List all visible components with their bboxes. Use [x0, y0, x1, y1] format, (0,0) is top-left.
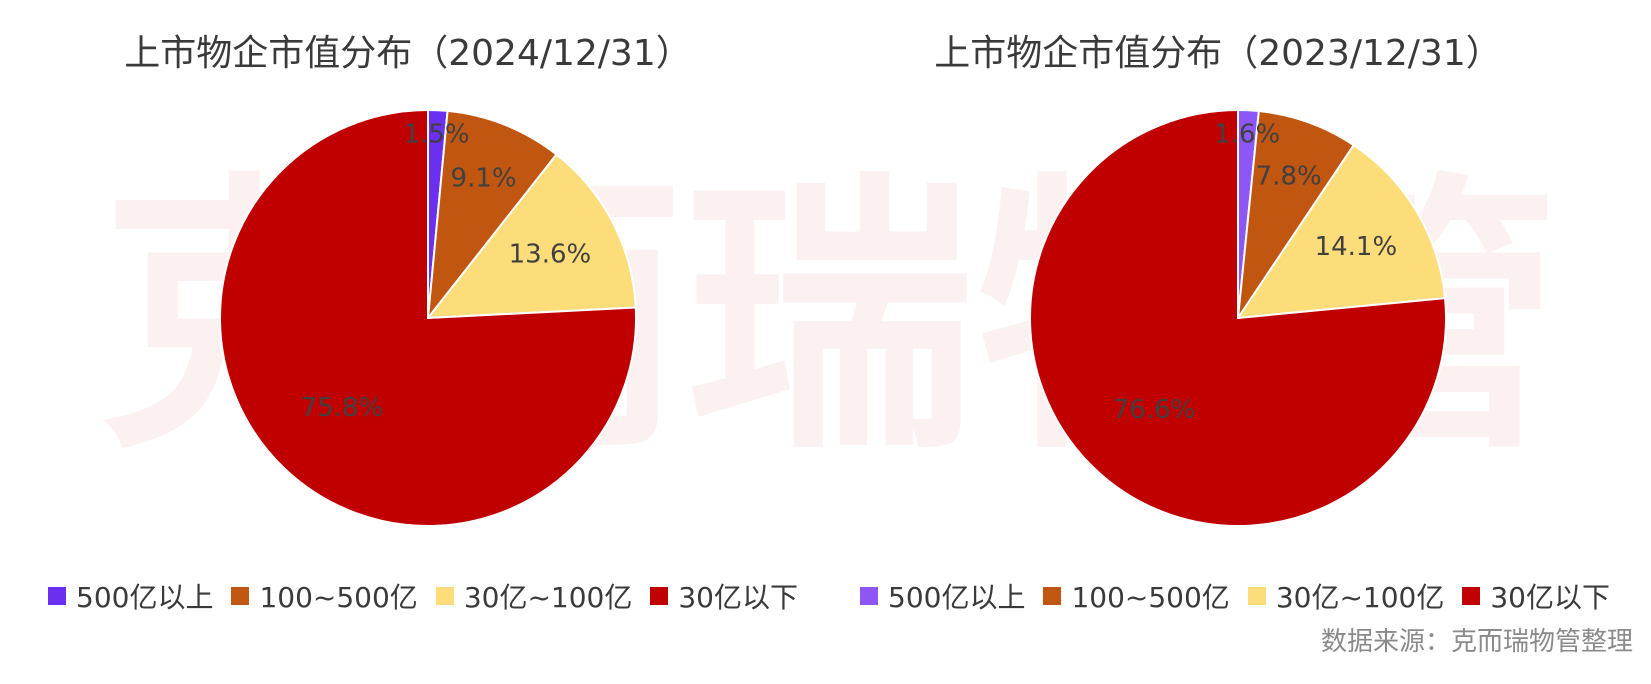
legend-item: 30亿~100亿: [435, 576, 633, 616]
legend-label: 500亿以上: [76, 581, 214, 614]
legend-item: 500亿以上: [48, 576, 213, 616]
legend-swatch: [1247, 587, 1266, 605]
legend-swatch: [1462, 587, 1481, 605]
pie-slice: [1235, 143, 1447, 320]
legend-label: 30亿~100亿: [1275, 581, 1445, 614]
legend-swatch: [1043, 587, 1062, 605]
source-note: 数据来源：克而瑞物管整理: [1320, 627, 1633, 657]
legend-2023: 500亿以上 100~500亿 30亿~100亿 30亿以下: [860, 576, 1628, 616]
legend-item: 500亿以上: [860, 576, 1025, 616]
legend-label: 100~500亿: [259, 581, 418, 614]
legend-2024: 500亿以上 100~500亿 30亿~100亿 30亿以下: [48, 576, 816, 616]
data-label: 13.6%: [509, 239, 592, 269]
data-label: 76.6%: [1113, 395, 1196, 425]
data-label: 1.6%: [1214, 120, 1280, 150]
pie-slice: [426, 109, 558, 322]
legend-swatch: [650, 587, 669, 605]
pie-chart-2023: 1.6% 7.8% 14.1% 76.6%: [1029, 108, 1447, 527]
legend-item: 100~500亿: [231, 576, 418, 616]
data-label: 14.1%: [1315, 232, 1398, 262]
data-label: 1.5%: [404, 120, 470, 150]
legend-swatch: [860, 587, 878, 605]
watermark-char: 瑞: [685, 170, 975, 470]
legend-item: 30亿以下: [1462, 576, 1610, 616]
data-label: 75.8%: [301, 393, 384, 423]
pie-slice: [219, 108, 637, 527]
legend-label: 30亿以下: [678, 581, 798, 614]
pie-slice: [1029, 108, 1447, 527]
legend-swatch: [435, 587, 454, 605]
data-label: 9.1%: [451, 163, 517, 193]
chart-title-2024: 上市物企市值分布（2024/12/31）: [124, 33, 692, 74]
pie-chart-2024: 1.5% 9.1% 13.6% 75.8%: [219, 108, 637, 527]
chart-title-2023: 上市物企市值分布（2023/12/31）: [934, 33, 1502, 74]
legend-label: 30亿~100亿: [463, 581, 633, 614]
legend-item: 30亿~100亿: [1247, 576, 1445, 616]
legend-item: 30亿以下: [650, 576, 798, 616]
legend-item: 100~500亿: [1043, 576, 1230, 616]
legend-swatch: [48, 587, 66, 605]
legend-label: 100~500亿: [1071, 581, 1230, 614]
legend-label: 30亿以下: [1490, 581, 1610, 614]
pie-slice: [1237, 109, 1356, 319]
pie-slice: [425, 153, 637, 320]
legend-label: 500亿以上: [888, 581, 1026, 614]
data-label: 7.8%: [1256, 162, 1322, 192]
legend-swatch: [231, 587, 250, 605]
